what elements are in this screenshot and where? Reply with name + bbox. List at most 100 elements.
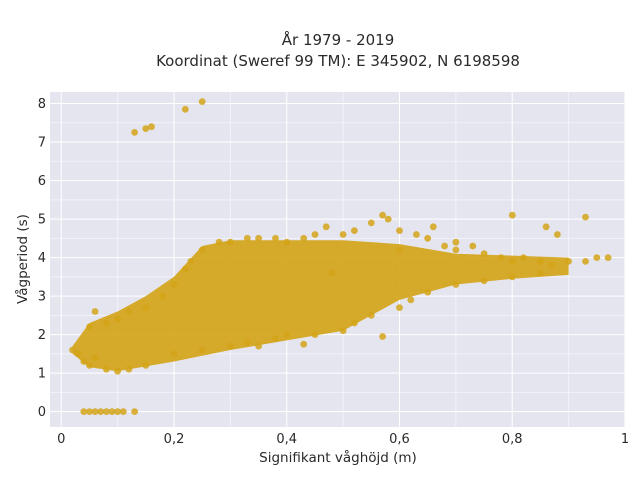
scatter-point: [582, 213, 589, 221]
scatter-point: [170, 281, 178, 288]
scatter-point: [272, 234, 279, 242]
y-tick-label: 0: [38, 405, 46, 420]
scatter-point: [86, 323, 93, 331]
y-tick-label: 2: [38, 328, 46, 343]
x-tick-label: 0,8: [502, 432, 523, 447]
scatter-point: [452, 238, 460, 246]
scatter-point: [367, 311, 375, 319]
scatter-point: [441, 242, 448, 250]
scatter-point: [86, 362, 93, 369]
y-tick-label: 3: [38, 290, 46, 305]
scatter-point: [548, 261, 556, 269]
scatter-point: [170, 350, 178, 358]
scatter-point: [339, 231, 347, 238]
scatter-point: [379, 333, 386, 340]
scatter-point: [181, 265, 189, 273]
scatter-points: [69, 98, 612, 415]
scatter-point: [142, 125, 150, 132]
x-tick-label: 0,2: [164, 432, 185, 447]
scatter-point: [497, 254, 505, 261]
scatter-point: [91, 408, 99, 415]
x-tick-label: 1: [621, 432, 629, 447]
scatter-point: [86, 408, 93, 415]
chart-title: År 1979 - 2019: [282, 30, 395, 49]
scatter-point: [413, 231, 420, 238]
scatter-point: [255, 342, 262, 350]
scatter-point: [379, 211, 386, 219]
scatter-point: [396, 304, 403, 311]
scatter-point: [125, 308, 133, 315]
scatter-point: [384, 215, 392, 223]
grid: [50, 92, 626, 427]
scatter-point: [243, 338, 251, 346]
scatter-point: [181, 105, 189, 113]
x-tick-label: 0,6: [389, 432, 410, 447]
scatter-point: [424, 234, 432, 242]
scatter-point: [396, 227, 403, 235]
scatter-point: [300, 234, 308, 242]
scatter-point: [198, 246, 206, 254]
scatter-point: [198, 346, 206, 354]
scatter-point: [227, 342, 234, 350]
scatter-point: [604, 254, 612, 261]
scatter-point: [452, 281, 460, 288]
scatter-point: [227, 238, 234, 246]
scatter-point: [508, 258, 516, 265]
scatter-point: [243, 234, 251, 242]
scatter-point: [255, 234, 262, 242]
scatter-point: [452, 246, 460, 254]
scatter-point: [198, 98, 206, 105]
scatter-point: [480, 250, 488, 258]
scatter-point: [407, 296, 415, 304]
scatter-point: [131, 129, 139, 136]
scatter-point: [159, 292, 167, 300]
scatter-point: [69, 346, 76, 354]
scatter-point: [469, 242, 477, 250]
scatter-point: [148, 123, 155, 131]
y-tick-label: 5: [38, 213, 46, 228]
scatter-point: [554, 231, 561, 238]
scatter-point: [593, 254, 601, 261]
y-tick-label: 4: [38, 251, 46, 266]
x-axis-ticks: 0 0,2 0,4 0,6 0,8 1: [57, 432, 629, 447]
scatter-point: [142, 362, 150, 369]
scatter-point: [283, 331, 291, 338]
scatter-point: [97, 408, 105, 415]
scatter-point: [537, 258, 544, 265]
scatter-point: [300, 340, 308, 348]
scatter-point: [108, 408, 116, 415]
scatter-point: [542, 223, 550, 231]
scatter-point: [429, 223, 437, 231]
scatter-point: [80, 408, 88, 415]
scatter-point: [103, 408, 110, 415]
scatter-point: [74, 350, 82, 358]
x-axis-label: Signifikant våghöjd (m): [259, 449, 417, 466]
scatter-point: [508, 211, 516, 219]
scatter-point: [424, 288, 432, 296]
scatter-point: [142, 304, 150, 311]
scatter-point: [537, 269, 544, 277]
x-tick-label: 0,4: [276, 432, 297, 447]
scatter-point: [114, 408, 121, 415]
scatter-point: [103, 365, 110, 373]
scatter-point: [480, 277, 488, 285]
scatter-point: [187, 258, 195, 265]
scatter-point: [114, 367, 121, 375]
scatter-point: [582, 258, 589, 265]
y-tick-label: 1: [38, 367, 46, 382]
scatter-point: [311, 231, 319, 238]
scatter-point: [508, 273, 516, 281]
scatter-point: [103, 319, 110, 327]
y-axis-label: Vågperiod (s): [14, 214, 31, 304]
y-tick-label: 7: [38, 136, 46, 151]
scatter-point: [215, 238, 223, 246]
scatter-point: [351, 227, 358, 235]
y-tick-label: 8: [38, 97, 46, 112]
scatter-point: [367, 219, 375, 227]
y-tick-label: 6: [38, 174, 46, 189]
scatter-point: [91, 308, 99, 315]
x-tick-label: 0: [57, 432, 65, 447]
scatter-point: [351, 319, 358, 327]
chart-subtitle: Koordinat (Sweref 99 TM): E 345902, N 61…: [156, 52, 520, 70]
